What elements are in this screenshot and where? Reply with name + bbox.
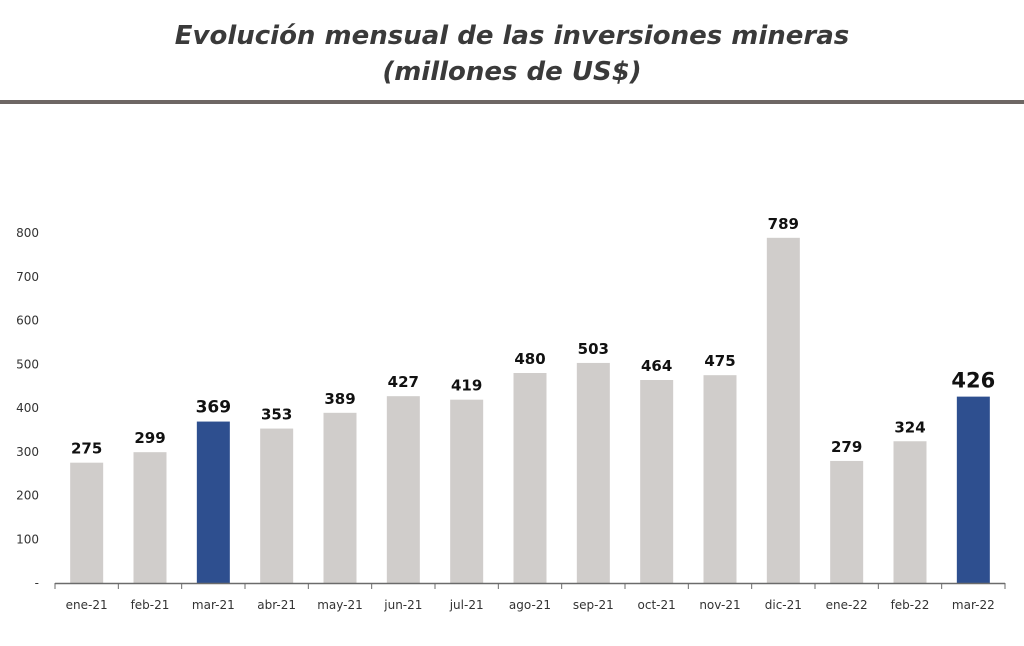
y-tick-label: - [35,576,39,590]
y-tick-label: 200 [16,489,39,503]
x-tick-label: feb-21 [131,598,170,612]
x-tick-label: abr-21 [257,598,296,612]
data-label-ene-22: 279 [831,438,862,456]
x-tick-label: jun-21 [383,598,422,612]
bars: 275 299 369 353 389 427 419 480 503 464 475 789 279 3… [70,215,995,583]
bar-sep-21 [576,362,610,583]
chart-title-line-1: Evolución mensual de las inversiones min… [174,21,850,51]
data-label-ene-21: 275 [71,440,102,458]
y-tick-label: 700 [16,270,39,284]
x-tick-label: feb-22 [891,598,930,612]
x-tick-label: nov-21 [699,598,740,612]
data-label-mar-22: 426 [951,369,995,393]
x-tick-label: sep-21 [573,598,614,612]
x-tick-label: may-21 [317,598,363,612]
header-divider [0,100,1024,104]
bar-feb-21 [133,452,167,583]
x-tick-label: mar-22 [952,598,995,612]
bar-may-21 [323,412,357,583]
bar-abr-21 [260,428,294,583]
x-tick-label: ene-22 [826,598,868,612]
y-tick-label: 300 [16,445,39,459]
bar-jul-21 [450,399,484,583]
data-label-abr-21: 353 [261,406,292,424]
bar-oct-21 [640,380,674,583]
data-label-jun-21: 427 [388,373,419,391]
x-tick-label: ago-21 [509,598,551,612]
data-label-feb-22: 324 [894,418,925,436]
y-tick-label: 400 [16,401,39,415]
bar-ago-21 [513,373,547,583]
data-label-mar-21: 369 [196,398,232,418]
chart-title: Evolución mensual de las inversiones min… [0,18,1024,90]
data-label-ago-21: 480 [514,350,545,368]
bar-ene-22 [830,460,864,583]
y-tick-label: 800 [16,226,39,240]
bar-mar-21 [196,421,230,583]
y-axis: - 100 200 300 400 500 600 700 800 [16,226,39,590]
x-tick-label: jul-21 [449,598,484,612]
x-axis: ene-21 feb-21 mar-21 abr-21 may-21 jun-21 jul-… [54,582,1006,612]
bar-feb-22 [893,441,927,583]
y-tick-label: 500 [16,357,39,371]
data-label-dic-21: 789 [768,215,799,233]
data-label-nov-21: 475 [704,352,735,370]
x-tick-label: dic-21 [765,598,802,612]
x-tick-label: oct-21 [638,598,676,612]
data-label-sep-21: 503 [578,340,609,358]
data-label-may-21: 389 [324,390,355,408]
y-tick-label: 100 [16,532,39,546]
bar-jun-21 [386,396,420,583]
chart-title-line-2: (millones de US$) [382,57,642,87]
bar-nov-21 [703,375,737,583]
bar-mar-22 [956,396,990,583]
bar-ene-21 [70,462,104,583]
y-tick-label: 600 [16,314,39,328]
data-label-jul-21: 419 [451,377,482,395]
x-tick-label: mar-21 [192,598,235,612]
data-label-feb-21: 299 [134,429,165,447]
bar-dic-21 [766,237,800,583]
data-label-oct-21: 464 [641,357,672,375]
x-tick-label: ene-21 [66,598,108,612]
